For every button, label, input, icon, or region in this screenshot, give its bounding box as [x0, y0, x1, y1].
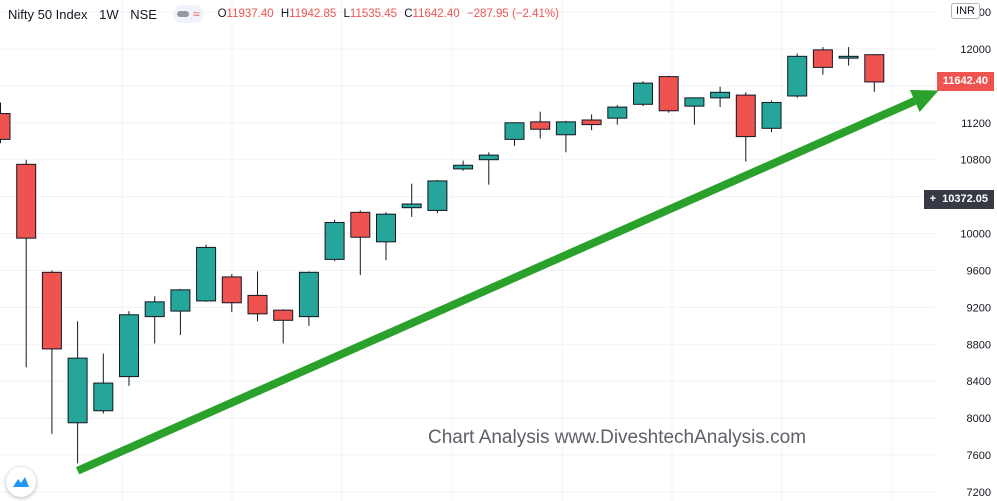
last-price-tag: 11642.40 — [936, 72, 994, 92]
candle-up — [761, 101, 782, 129]
high-value: 11942.85 — [289, 8, 337, 20]
tradingview-logo-icon[interactable] — [6, 467, 36, 497]
candle-up — [787, 55, 808, 97]
candle-up — [633, 82, 653, 105]
trend-arrow-line — [75, 97, 917, 475]
candle-down — [581, 119, 602, 126]
chart-legend: Nifty 50 Index 1W NSE ≈ O11937.40 H11942… — [8, 4, 559, 24]
ohlc-values: O11937.40 H11942.85 L11535.45 C11642.40 … — [217, 8, 559, 20]
trend-arrow-head — [909, 89, 939, 112]
y-tick-label: 10800 — [960, 155, 991, 167]
candle-down — [247, 294, 268, 315]
candle-up — [119, 314, 139, 378]
candle-down — [530, 121, 551, 130]
symbol-title[interactable]: Nifty 50 Index 1W NSE — [8, 6, 157, 22]
candle-up — [607, 106, 628, 119]
candle-up — [376, 213, 396, 243]
candle-down — [41, 271, 62, 350]
y-tick-label: 10000 — [960, 229, 991, 241]
interval: 1W — [99, 6, 119, 22]
open-value: 11937.40 — [226, 8, 274, 20]
candle-up — [427, 180, 448, 211]
candle-down — [658, 76, 679, 112]
candle-up — [298, 271, 319, 318]
candle-up — [401, 203, 422, 209]
y-tick-label: 9600 — [967, 265, 991, 277]
candle-up — [710, 91, 731, 99]
candle-down — [350, 211, 371, 238]
logo-shape — [13, 477, 29, 487]
watermark-text: Chart Analysis www.DiveshtechAnalysis.co… — [428, 427, 807, 448]
candle-up — [838, 55, 859, 59]
candle-down — [812, 49, 833, 68]
y-tick-label: 8000 — [967, 413, 991, 425]
y-tick-label: 7200 — [967, 487, 991, 499]
candle-down — [864, 54, 885, 83]
candle-up — [684, 97, 705, 107]
plus-icon[interactable]: + — [929, 192, 937, 205]
candle-up — [170, 289, 191, 312]
candle-down — [221, 276, 242, 304]
y-tick-label: 7600 — [967, 450, 991, 462]
change-value: −287.95 (−2.41%) — [466, 8, 559, 20]
candle-up — [324, 221, 345, 260]
exchange: NSE — [130, 6, 157, 22]
low-value: 11535.45 — [349, 8, 398, 20]
y-tick-label: 12000 — [960, 44, 991, 56]
candle-down — [16, 163, 37, 239]
y-tick-label: 9200 — [967, 302, 991, 314]
candle-up — [93, 382, 114, 412]
candle-up — [478, 154, 499, 161]
y-tick-label: 8400 — [967, 376, 991, 388]
y-tick-label: 8800 — [967, 339, 991, 351]
currency-button[interactable]: INR — [951, 3, 980, 19]
indicator-toggle-button[interactable]: ≈ — [172, 5, 204, 23]
candle-up — [555, 121, 576, 136]
candle-down — [0, 113, 11, 140]
candle-up — [453, 164, 474, 170]
close-value: 11642.40 — [412, 8, 460, 20]
candle-down — [735, 94, 756, 138]
candle-up — [504, 122, 525, 140]
candle-down — [273, 309, 294, 321]
wave-icon: ≈ — [192, 7, 200, 21]
crosshair-price-tag: +10372.05 — [923, 189, 994, 209]
y-tick-label: 11200 — [961, 118, 991, 130]
candle-up — [196, 246, 217, 302]
candle-up — [144, 301, 165, 318]
candle-up — [67, 357, 88, 424]
toggle-icon — [176, 11, 189, 17]
